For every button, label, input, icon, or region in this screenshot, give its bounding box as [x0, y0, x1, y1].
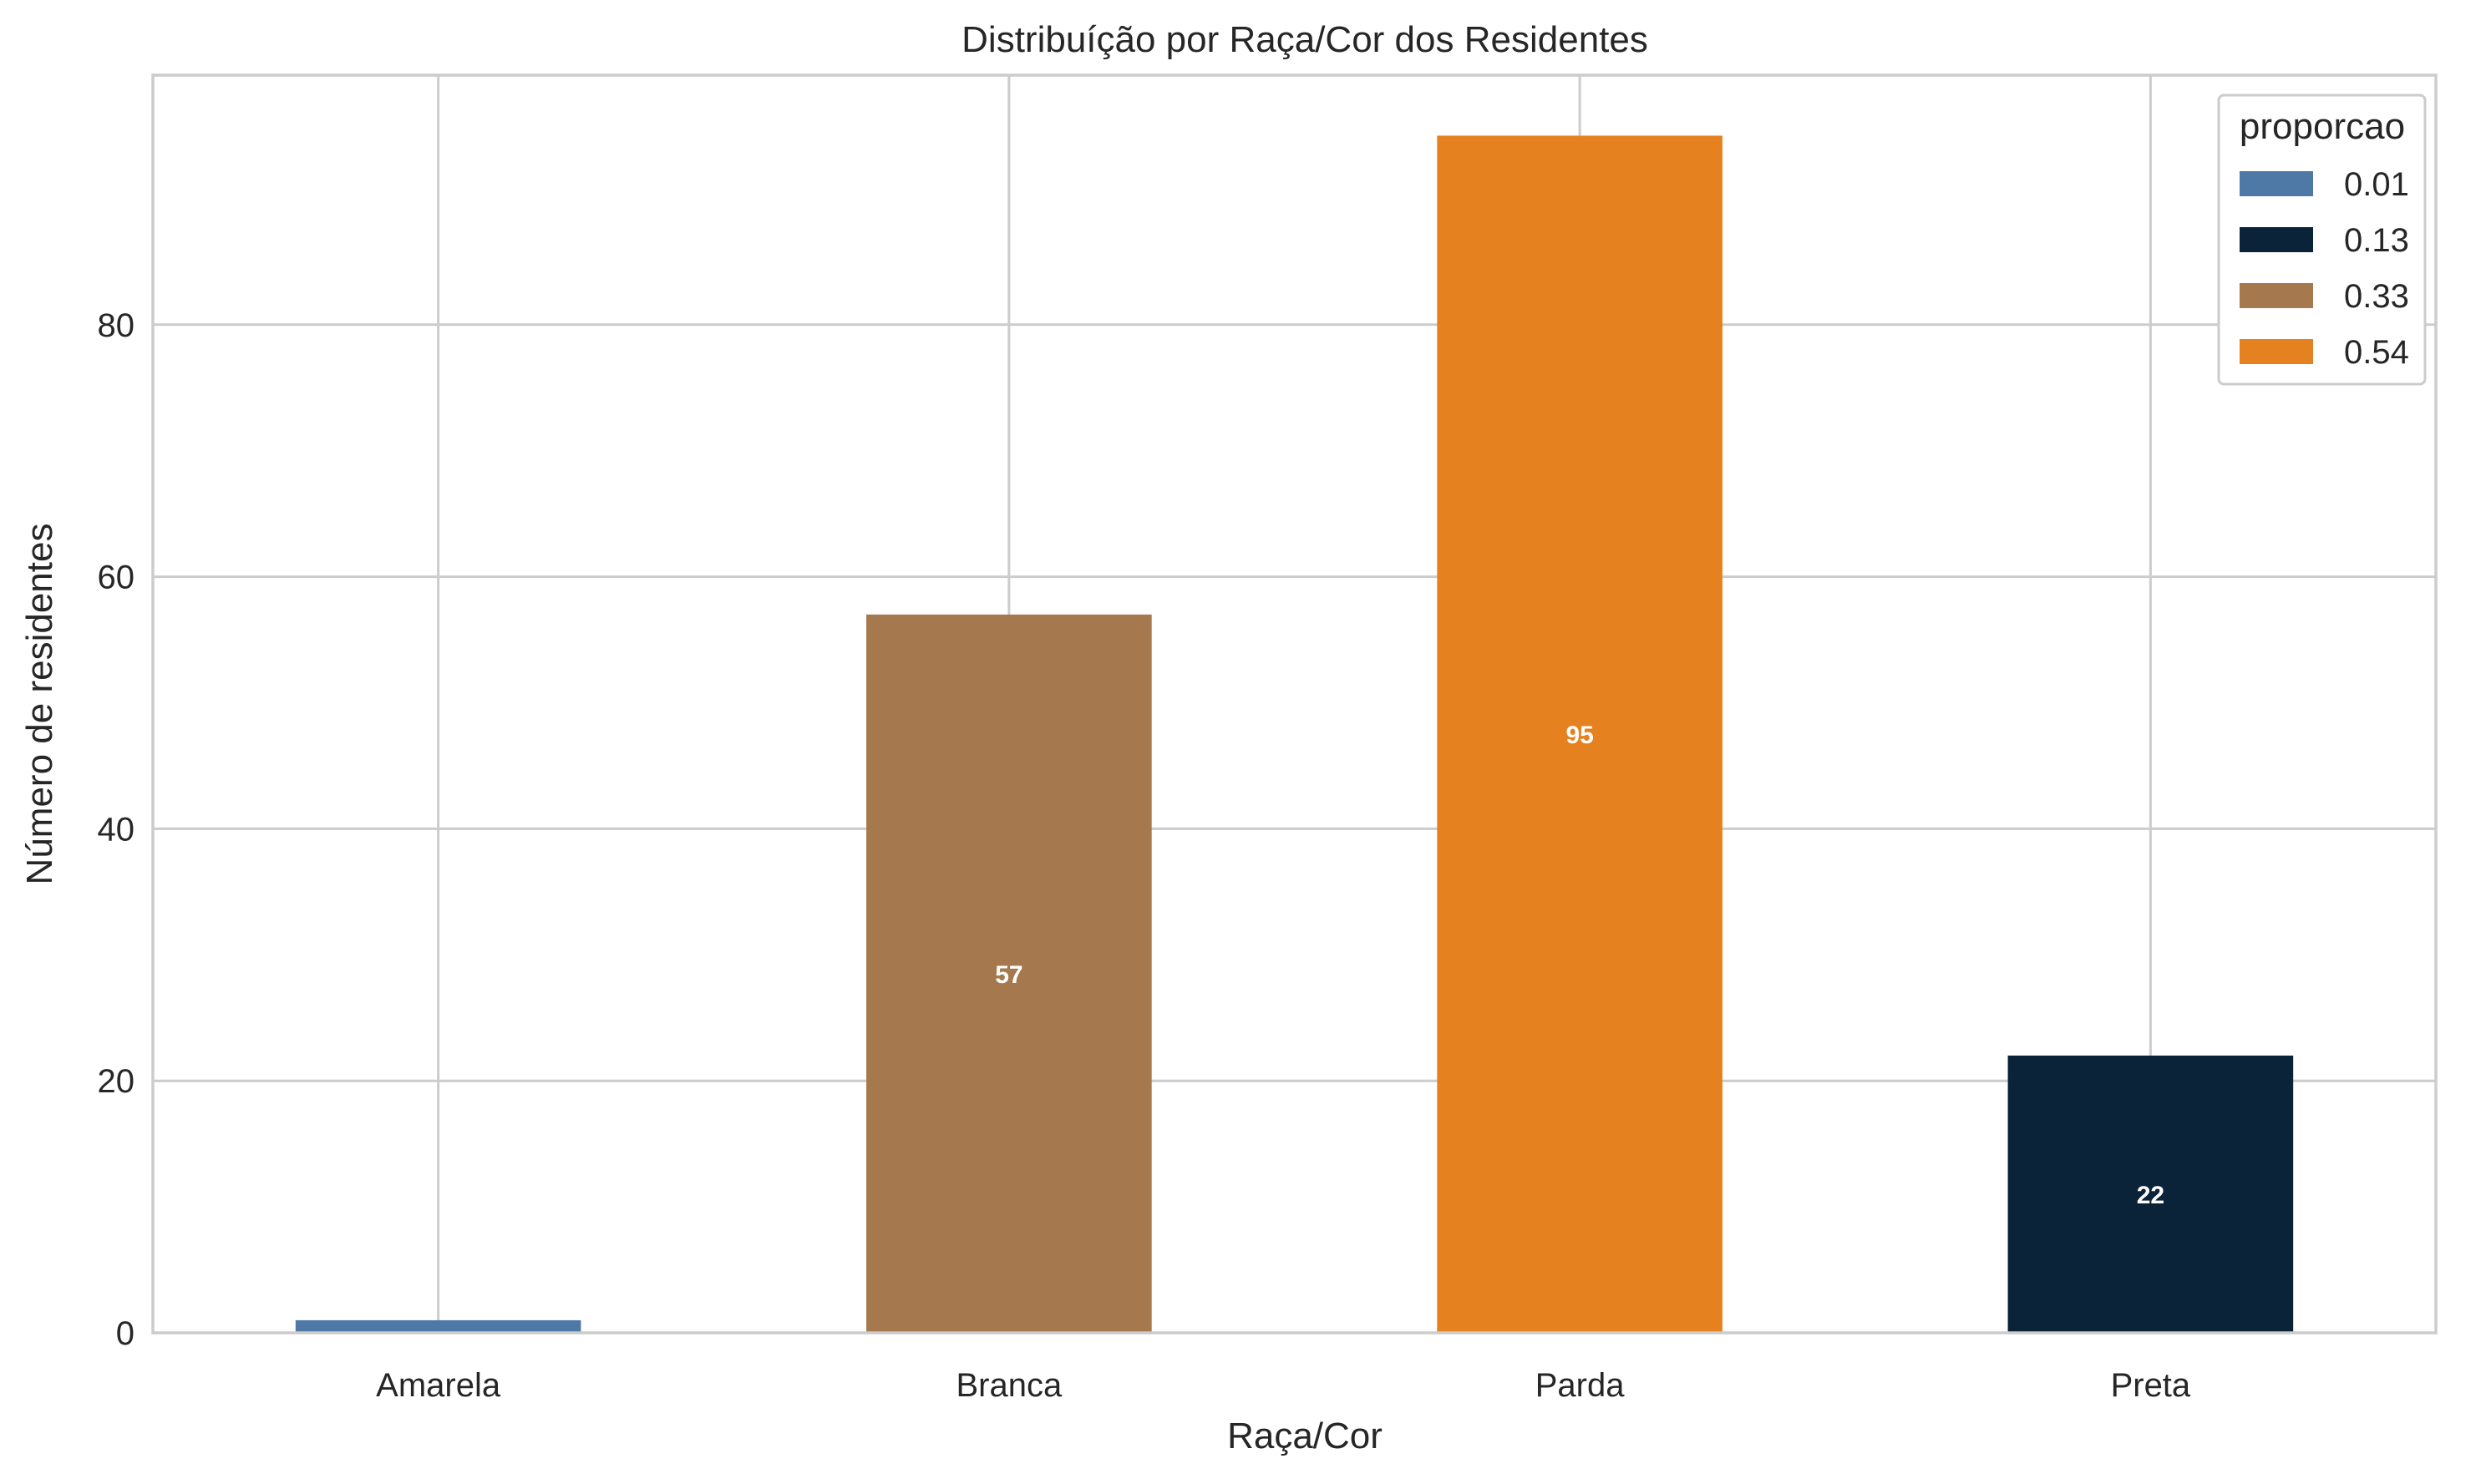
chart-title: Distribuíção por Raça/Cor dos Residentes: [961, 19, 1648, 60]
bar-amarela: [295, 1319, 581, 1333]
x-tick-labels: Amarela Branca Parda Preta: [376, 1367, 2191, 1404]
x-axis-label: Raça/Cor: [1227, 1416, 1383, 1456]
bar-branca: [866, 614, 1152, 1333]
data-label-branca: 57: [995, 961, 1022, 989]
y-tick-label: 60: [98, 560, 135, 596]
bar-parda: [1437, 135, 1722, 1333]
legend-entry-label: 0.13: [2344, 222, 2409, 259]
grid: [153, 75, 2436, 1335]
legend-swatch: [2240, 227, 2313, 252]
legend-entry-label: 0.33: [2344, 278, 2409, 315]
legend-box: [2217, 94, 2427, 386]
y-tick-labels: 0 20 40 60 80: [98, 307, 135, 1352]
legend-entries: 0.01 0.13 0.33 0.54: [2240, 166, 2409, 371]
bar-preta: [2007, 1056, 2294, 1333]
legend-title: proporcao: [2240, 106, 2405, 147]
x-tick-label: Parda: [1535, 1367, 1625, 1404]
y-axis-label: Número de residentes: [19, 524, 60, 885]
x-tick-label: Branca: [956, 1367, 1063, 1404]
legend-swatch: [2240, 171, 2313, 196]
x-tick-label: Preta: [2111, 1367, 2191, 1404]
legend-swatch: [2240, 339, 2313, 364]
data-labels: 57 95 22: [995, 722, 2164, 1209]
bars: [295, 135, 2294, 1333]
y-tick-label: 0: [116, 1315, 134, 1352]
legend-entry-label: 0.54: [2344, 334, 2409, 371]
y-tick-label: 80: [98, 307, 135, 344]
legend-swatch: [2240, 283, 2313, 308]
y-tick-label: 20: [98, 1063, 135, 1100]
data-label-preta: 22: [2137, 1182, 2164, 1209]
legend-entry-label: 0.01: [2344, 166, 2409, 203]
plot-frame: [151, 73, 2438, 1335]
data-label-parda: 95: [1565, 722, 1593, 749]
legend: proporcao 0.01 0.13 0.33 0.54: [2217, 94, 2427, 386]
x-tick-label: Amarela: [376, 1367, 501, 1404]
y-tick-label: 40: [98, 811, 135, 848]
